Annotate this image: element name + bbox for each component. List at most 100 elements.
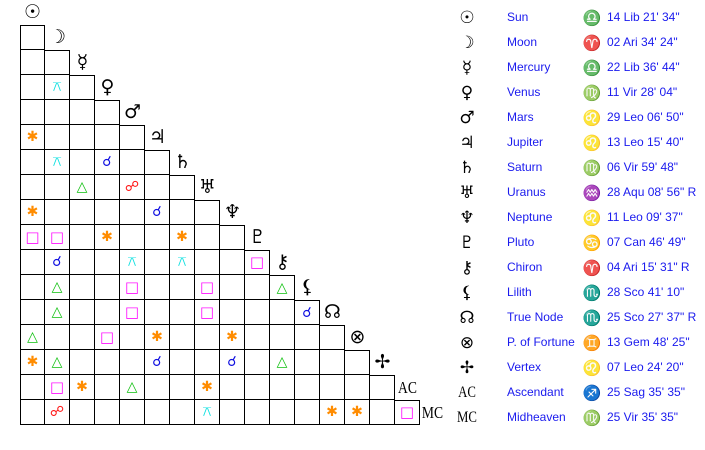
aspect-cell-saturn-sun bbox=[20, 150, 45, 175]
aspect-cell-neptune-sun: ✱ bbox=[20, 200, 45, 225]
planet-name: Ascendant bbox=[507, 385, 564, 399]
aspect-cell-chiron-mercury bbox=[70, 250, 95, 275]
aspect-cell-uranus-saturn bbox=[170, 175, 195, 200]
grid-glyph-uranus-icon: ♅ bbox=[198, 176, 217, 198]
planet-row-saturn: ♄ Saturn ♍ 06 Vir 59' 48" bbox=[455, 155, 705, 180]
neptune-icon: ♆ bbox=[459, 207, 475, 228]
aspect-cell-uranus-moon bbox=[45, 175, 70, 200]
conjunction-icon: ☌ bbox=[152, 204, 162, 220]
planet-name: P. of Fortune bbox=[507, 335, 575, 349]
vertex-icon: ✢ bbox=[459, 357, 475, 378]
aries-icon: ♈ bbox=[582, 34, 602, 52]
aspect-cell-vertex-chiron: △ bbox=[270, 350, 295, 375]
aspect-cell-neptune-mercury bbox=[70, 200, 95, 225]
planet-name: Venus bbox=[507, 85, 541, 99]
square-icon: □ bbox=[199, 302, 215, 321]
grid-glyph-sun-icon: ☉ bbox=[23, 1, 42, 23]
aspect-cell-mercury-moon bbox=[45, 50, 70, 75]
aspect-cell-pluto-uranus bbox=[195, 225, 220, 250]
trine-icon: △ bbox=[76, 179, 88, 195]
aspect-cell-ascendant-jupiter bbox=[145, 375, 170, 400]
aspect-cell-p-of-fortune-mars bbox=[120, 325, 145, 350]
aspect-cell-lilith-uranus: □ bbox=[195, 275, 220, 300]
planet-name: Lilith bbox=[507, 285, 532, 299]
aspect-cell-vertex-p-of-fortune bbox=[345, 350, 370, 375]
aspect-cell-true-node-sun bbox=[20, 300, 45, 325]
square-icon: □ bbox=[124, 302, 140, 321]
pluto-icon: ♇ bbox=[459, 232, 475, 253]
aspect-cell-neptune-jupiter: ☌ bbox=[145, 200, 170, 225]
aspect-cell-ascendant-lilith bbox=[295, 375, 320, 400]
leo-icon: ♌ bbox=[582, 209, 602, 227]
planet-row-vertex: ✢ Vertex ♌ 07 Leo 24' 20" bbox=[455, 355, 705, 380]
sextile-icon: ✱ bbox=[26, 129, 39, 145]
aspect-cell-mars-venus bbox=[95, 100, 120, 125]
aspect-cell-neptune-saturn bbox=[170, 200, 195, 225]
aspect-cell-uranus-jupiter bbox=[145, 175, 170, 200]
planet-name: Saturn bbox=[507, 160, 543, 174]
virgo-icon: ♍ bbox=[582, 84, 602, 102]
grid-glyph-pluto-icon: ♇ bbox=[248, 226, 267, 248]
planet-row-mercury: ☿ Mercury ♎ 22 Lib 36' 44" bbox=[455, 55, 705, 80]
aspect-cell-ascendant-chiron bbox=[270, 375, 295, 400]
aquarius-icon: ♒ bbox=[582, 184, 602, 202]
quincunx-icon: ⚻ bbox=[52, 154, 62, 170]
mars-icon: ♂ bbox=[459, 107, 475, 128]
aspect-cell-vertex-mercury bbox=[70, 350, 95, 375]
conjunction-icon: ☌ bbox=[52, 254, 62, 270]
aspect-cell-mars-sun bbox=[20, 100, 45, 125]
aspect-cell-true-node-neptune bbox=[220, 300, 245, 325]
aspect-cell-chiron-moon: ☌ bbox=[45, 250, 70, 275]
aspect-cell-ascendant-venus bbox=[95, 375, 120, 400]
planet-name: Moon bbox=[507, 35, 538, 49]
aspect-cell-ascendant-moon: □ bbox=[45, 375, 70, 400]
leo-icon: ♌ bbox=[582, 134, 602, 152]
planet-position: 11 Leo 09' 37" bbox=[607, 210, 683, 224]
quincunx-icon: ⚻ bbox=[202, 404, 212, 420]
aspect-cell-lilith-venus bbox=[95, 275, 120, 300]
aspect-cell-neptune-moon bbox=[45, 200, 70, 225]
aspect-cell-jupiter-mars bbox=[120, 125, 145, 150]
aspect-cell-ascendant-vertex bbox=[370, 375, 395, 400]
aspect-cell-ascendant-neptune bbox=[220, 375, 245, 400]
square-icon: □ bbox=[49, 227, 65, 246]
aspect-cell-ascendant-mercury: ✱ bbox=[70, 375, 95, 400]
sextile-icon: ✱ bbox=[176, 229, 188, 245]
grid-glyph-neptune-icon: ♆ bbox=[223, 201, 242, 223]
aspect-cell-saturn-mars bbox=[120, 150, 145, 175]
grid-glyph-lilith-icon: ⚸ bbox=[300, 276, 315, 298]
conjunction-icon: ☌ bbox=[152, 354, 162, 370]
aspect-cell-neptune-mars bbox=[120, 200, 145, 225]
aspect-cell-neptune-uranus bbox=[195, 200, 220, 225]
aspect-cell-pluto-moon: □ bbox=[45, 225, 70, 250]
p-of-fortune-icon: ⊗ bbox=[459, 332, 475, 353]
aspect-cell-true-node-saturn bbox=[170, 300, 195, 325]
sextile-icon: ✱ bbox=[326, 404, 338, 420]
planet-row-jupiter: ♃ Jupiter ♌ 13 Leo 15' 40" bbox=[455, 130, 705, 155]
planet-position: 14 Lib 21' 34" bbox=[607, 10, 680, 24]
aspect-cell-p-of-fortune-neptune: ✱ bbox=[220, 325, 245, 350]
sun-icon: ☉ bbox=[459, 7, 475, 28]
aspect-cell-chiron-venus bbox=[95, 250, 120, 275]
aspect-cell-mars-mercury bbox=[70, 100, 95, 125]
aspect-cell-chiron-neptune bbox=[220, 250, 245, 275]
lilith-icon: ⚸ bbox=[460, 282, 474, 303]
square-icon: □ bbox=[399, 403, 415, 421]
aspect-cell-chiron-pluto: □ bbox=[245, 250, 270, 275]
quincunx-icon: ⚻ bbox=[177, 254, 187, 270]
grid-glyph-p-of-fortune-icon: ⊗ bbox=[349, 326, 366, 348]
aspect-cell-midheaven-ascendant: □ bbox=[395, 400, 420, 425]
square-icon: □ bbox=[49, 377, 65, 396]
aspect-cell-midheaven-sun bbox=[20, 400, 45, 425]
planet-row-chiron: ⚷ Chiron ♈ 04 Ari 15' 31" R bbox=[455, 255, 705, 280]
planet-position: 07 Leo 24' 20" bbox=[607, 360, 684, 374]
aspect-cell-true-node-mercury bbox=[70, 300, 95, 325]
aspect-cell-lilith-saturn bbox=[170, 275, 195, 300]
aspect-cell-pluto-saturn: ✱ bbox=[170, 225, 195, 250]
aspect-cell-true-node-jupiter bbox=[145, 300, 170, 325]
aspect-cell-lilith-moon: △ bbox=[45, 275, 70, 300]
square-icon: □ bbox=[199, 277, 215, 296]
aspect-cell-p-of-fortune-lilith bbox=[295, 325, 320, 350]
sextile-icon: ✱ bbox=[26, 204, 39, 220]
opposition-icon: ☍ bbox=[124, 179, 140, 195]
